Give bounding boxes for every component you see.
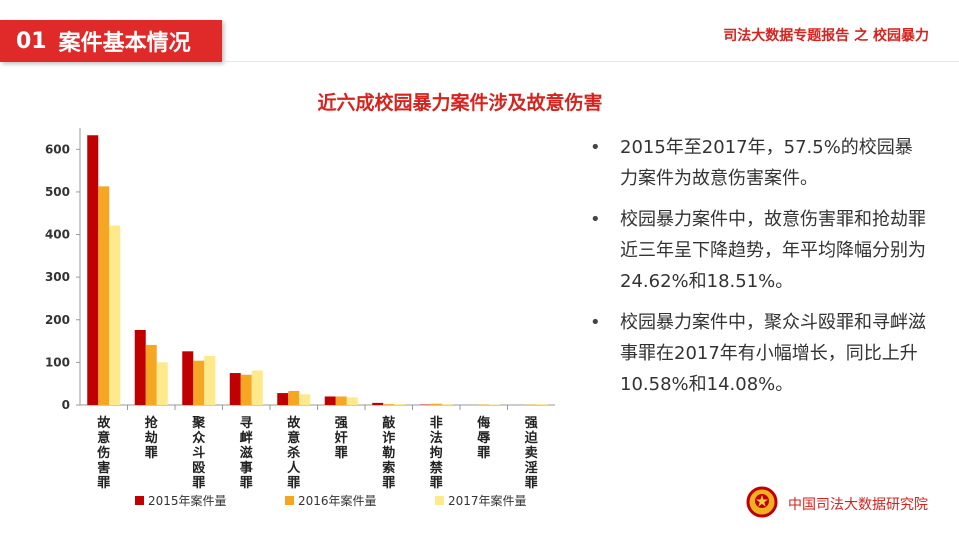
bar [109,225,121,405]
report-title: 司法大数据专题报告 之 校园暴力 [723,28,929,44]
chart-title: 近六成校园暴力案件涉及故意伤害 [317,92,603,114]
bar [441,404,453,405]
y-tick-label: 100 [45,355,70,369]
bar [372,402,384,405]
footer-org-name: 中国司法大数据研究院 [788,497,928,513]
x-tick-label: 故意伤害罪 [96,415,111,491]
bullet-item: 校园暴力案件中，聚众斗殴罪和寻衅滋事罪在2017年有小幅增长，同比上升10.58… [588,307,928,400]
legend-label: 2015年案件量 [148,493,227,508]
x-tick-label: 侮辱罪 [477,415,490,461]
bar [251,370,263,405]
bar [98,186,110,405]
bar [145,344,157,405]
bar-chart: 0 100 200 300 400 500 600 故意伤害罪 抢劫罪 聚众斗殴罪 寻衅滋事罪 故意杀… [45,128,555,508]
bar [430,403,442,405]
legend-label: 2016年案件量 [298,493,377,508]
bar [536,404,548,405]
y-tick-label: 0 [62,398,70,412]
bar [240,374,252,405]
bar [383,404,395,405]
bar [229,373,241,405]
legend-swatch [435,496,444,505]
bar [182,351,194,405]
bar [156,362,168,405]
section-title: 案件基本情况 [58,31,191,56]
y-tick-label: 300 [45,270,70,284]
x-tick-label: 寻衅滋事罪 [240,416,253,491]
bar [335,396,347,405]
y-tick-label: 400 [45,228,70,242]
bar [324,396,336,405]
bar [204,355,216,405]
bullet-item: 2015年至2017年，57.5%的校园暴力案件为故意伤害案件。 [588,132,928,194]
bar [394,404,406,405]
legend-swatch [135,496,144,505]
x-tick-label: 故意杀人罪 [287,415,301,491]
bar [193,360,205,405]
bar [346,397,358,405]
x-tick-label: 抢劫罪 [145,415,159,461]
court-emblem-icon [746,486,778,518]
section-number: 01 [16,28,47,54]
x-tick-label: 聚众斗殴罪 [191,416,206,491]
bar [87,135,99,405]
x-tick-label: 强迫卖淫罪 [524,416,539,491]
bar [277,393,289,405]
section-tab: 01 案件基本情况 [0,20,222,62]
y-tick-label: 500 [45,185,70,199]
bar [299,394,311,405]
y-tick-label: 600 [45,142,70,156]
header-divider [222,61,959,62]
bullet-item: 校园暴力案件中，故意伤害罪和抢劫罪近三年呈下降趋势，年平均降幅分别为24.62%… [588,204,928,297]
x-tick-label: 非法拘禁罪 [430,415,443,491]
bar [288,390,300,405]
x-tick-label: 敲诈勒索罪 [382,415,396,491]
legend-label: 2017年案件量 [448,493,527,508]
bullet-list: 2015年至2017年，57.5%的校园暴力案件为故意伤害案件。 校园暴力案件中… [588,132,928,410]
x-tick-label: 强奸罪 [334,416,348,461]
y-tick-label: 200 [45,313,70,327]
legend-swatch [285,496,294,505]
bar [134,329,146,405]
